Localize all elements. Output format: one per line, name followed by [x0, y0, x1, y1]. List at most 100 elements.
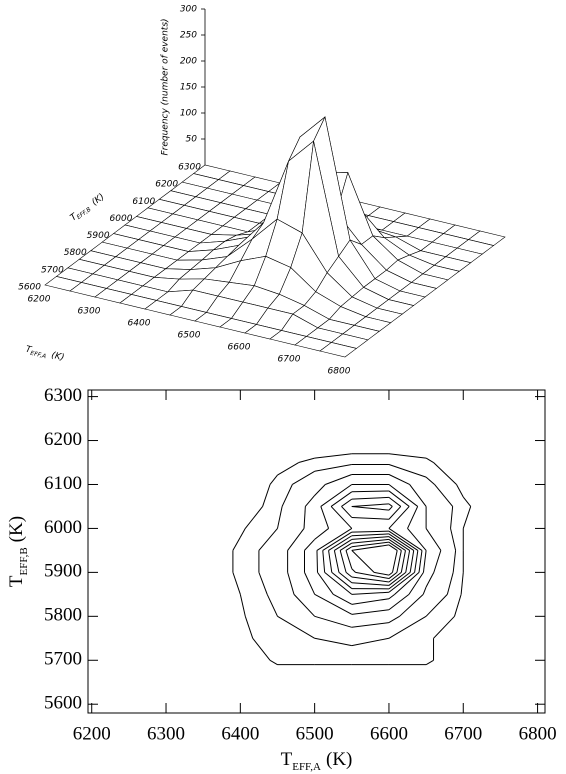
contour-segment: [315, 594, 352, 614]
contour-segment: [323, 550, 325, 572]
contour-segment: [346, 547, 352, 551]
contour-segment: [389, 491, 409, 507]
contour-segment: [426, 660, 433, 664]
contour-segment: [447, 572, 453, 594]
contour-segment: [356, 572, 389, 578]
contour-segment: [352, 497, 389, 499]
contour-segment: [352, 623, 389, 628]
contour-segment: [317, 528, 352, 550]
contour-segment: [435, 484, 453, 506]
y-tick-label: 5800: [44, 605, 82, 626]
x-tick-label: 6700: [444, 723, 482, 744]
contour-segment: [451, 506, 453, 528]
contour-segment: [419, 550, 422, 572]
y-tick-label: 6300: [44, 385, 82, 406]
x-tick-label: 6700: [278, 355, 301, 365]
contour-segment: [423, 587, 426, 594]
y-tick-label: 5800: [64, 248, 87, 258]
contour-segment: [352, 583, 389, 586]
contour-segment: [318, 572, 334, 594]
y-tick-label: 6100: [44, 473, 82, 494]
z-tick-label: 50: [186, 135, 198, 145]
contour-segment: [389, 528, 422, 550]
axis-label-subscript: EFF,A: [30, 350, 47, 360]
contour-segment: [321, 506, 329, 528]
y-tick-label: 6000: [44, 517, 82, 538]
contour-segment: [270, 475, 277, 484]
y-tick-label: 5700: [41, 265, 64, 275]
contour-segment: [423, 550, 426, 572]
y-tick-label: 5900: [44, 561, 82, 582]
contour-segment: [352, 599, 389, 605]
contour-segment: [457, 484, 464, 497]
contour-segment: [463, 506, 470, 528]
contour-segment: [329, 550, 332, 572]
x-tick-label: 6400: [221, 723, 259, 744]
x-tick-label: 6300: [147, 723, 185, 744]
contour-segment: [331, 492, 352, 507]
contour-segment: [299, 458, 315, 462]
contour-segment: [323, 532, 352, 550]
x-tick-label: 6200: [73, 723, 111, 744]
z-tick-label: 250: [180, 31, 197, 41]
contour-segment: [340, 550, 346, 572]
contour-segment: [389, 542, 401, 550]
contour-segment: [426, 458, 433, 462]
x-tick-label: 6500: [296, 723, 334, 744]
contour-segment: [426, 528, 441, 550]
contour-segment: [426, 594, 447, 616]
contour-segment: [392, 550, 397, 572]
contour-segment: [352, 610, 389, 615]
contour-segment: [259, 572, 267, 594]
contour-segment: [329, 536, 352, 551]
contour-segment: [389, 454, 426, 458]
contour-segment: [305, 572, 315, 594]
contour-segment: [389, 572, 415, 592]
x-tick-label: 6500: [178, 331, 201, 341]
contour-segment: [461, 572, 463, 594]
contour-segment: [317, 550, 318, 572]
axis-label-symbol: T: [281, 749, 293, 770]
x-tick-label: 6800: [519, 723, 557, 744]
contour-segment: [389, 534, 414, 550]
y-tick-label: 5700: [44, 649, 82, 670]
contour-segment: [240, 528, 245, 537]
contour-segment: [315, 454, 352, 458]
contour-segment: [240, 594, 245, 616]
contour-segment: [389, 531, 418, 550]
y-tick-label: 6300: [178, 163, 201, 173]
contour-segment: [426, 477, 434, 484]
contour-segment: [305, 495, 314, 506]
contour-segment: [434, 616, 455, 638]
x-tick-label: 6300: [78, 307, 101, 317]
x-tick-label: 6600: [228, 343, 251, 353]
contour-segment: [341, 506, 351, 517]
contour-segment: [409, 572, 423, 594]
contour-segment: [315, 616, 352, 627]
contour-segment: [389, 572, 406, 585]
contour-segment: [389, 474, 410, 484]
contour-segment: [389, 616, 426, 638]
contour-segment: [315, 465, 352, 472]
contour-segment: [277, 463, 298, 476]
z-axis-label: Frequency (number of events): [161, 18, 171, 155]
contour-segment: [267, 594, 277, 616]
y-tick-label: 6200: [44, 429, 82, 450]
contour-segment: [434, 463, 457, 485]
contour-segment: [410, 484, 427, 506]
axis-label-unit: (K): [326, 749, 352, 770]
contour-segment: [352, 577, 389, 582]
z-tick-label: 100: [180, 109, 197, 119]
x-tick-label: 6400: [128, 319, 151, 329]
axis-label-subscript: EFF,B: [76, 206, 93, 221]
axis-label-symbol: T: [6, 575, 27, 587]
contour-segment: [408, 528, 427, 550]
contour-segment: [263, 484, 270, 506]
contour-segment: [408, 506, 418, 528]
axis-label: TEFF,B (K): [6, 516, 29, 587]
axis-label: TEFF,A (K): [281, 749, 353, 772]
contour-segment: [401, 550, 405, 572]
contour-segment: [455, 594, 462, 616]
